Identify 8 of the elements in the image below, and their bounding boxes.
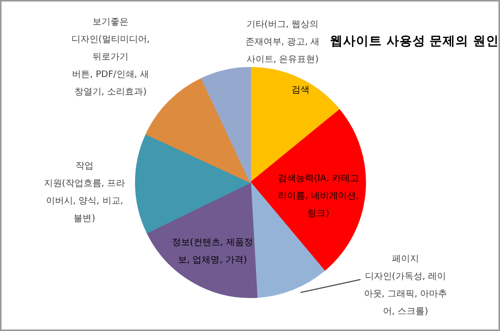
slice-label: 검색 [292,86,310,96]
text: 웹사이트 사용성 문제의 원인 [330,33,500,48]
slice-label: 기타(버그, 웹상의 존재여부, 광고, 새 사이트, 은유표현) [245,20,320,65]
slice-label: 작업 지원(작업흐름, 프라 이버시, 양식, 비교, 불변) [44,161,126,224]
slice-label: 검색능력(IA, 카테고 리이름, 네비게이션, 링크) [278,174,360,219]
slice-label: 보기좋은 디자인(멀티미디어, 뒤로가기 버튼, PDF/인쇄, 새 창열기, 소리효과) [71,18,150,98]
slice-label: 페이지 디자인(가독성, 레이 아웃, 그래픽, 아마추 어, 스크롤) [364,254,448,317]
slice-label: 정보(컨텐츠, 제품정 보, 업체명, 가격) [172,238,254,266]
